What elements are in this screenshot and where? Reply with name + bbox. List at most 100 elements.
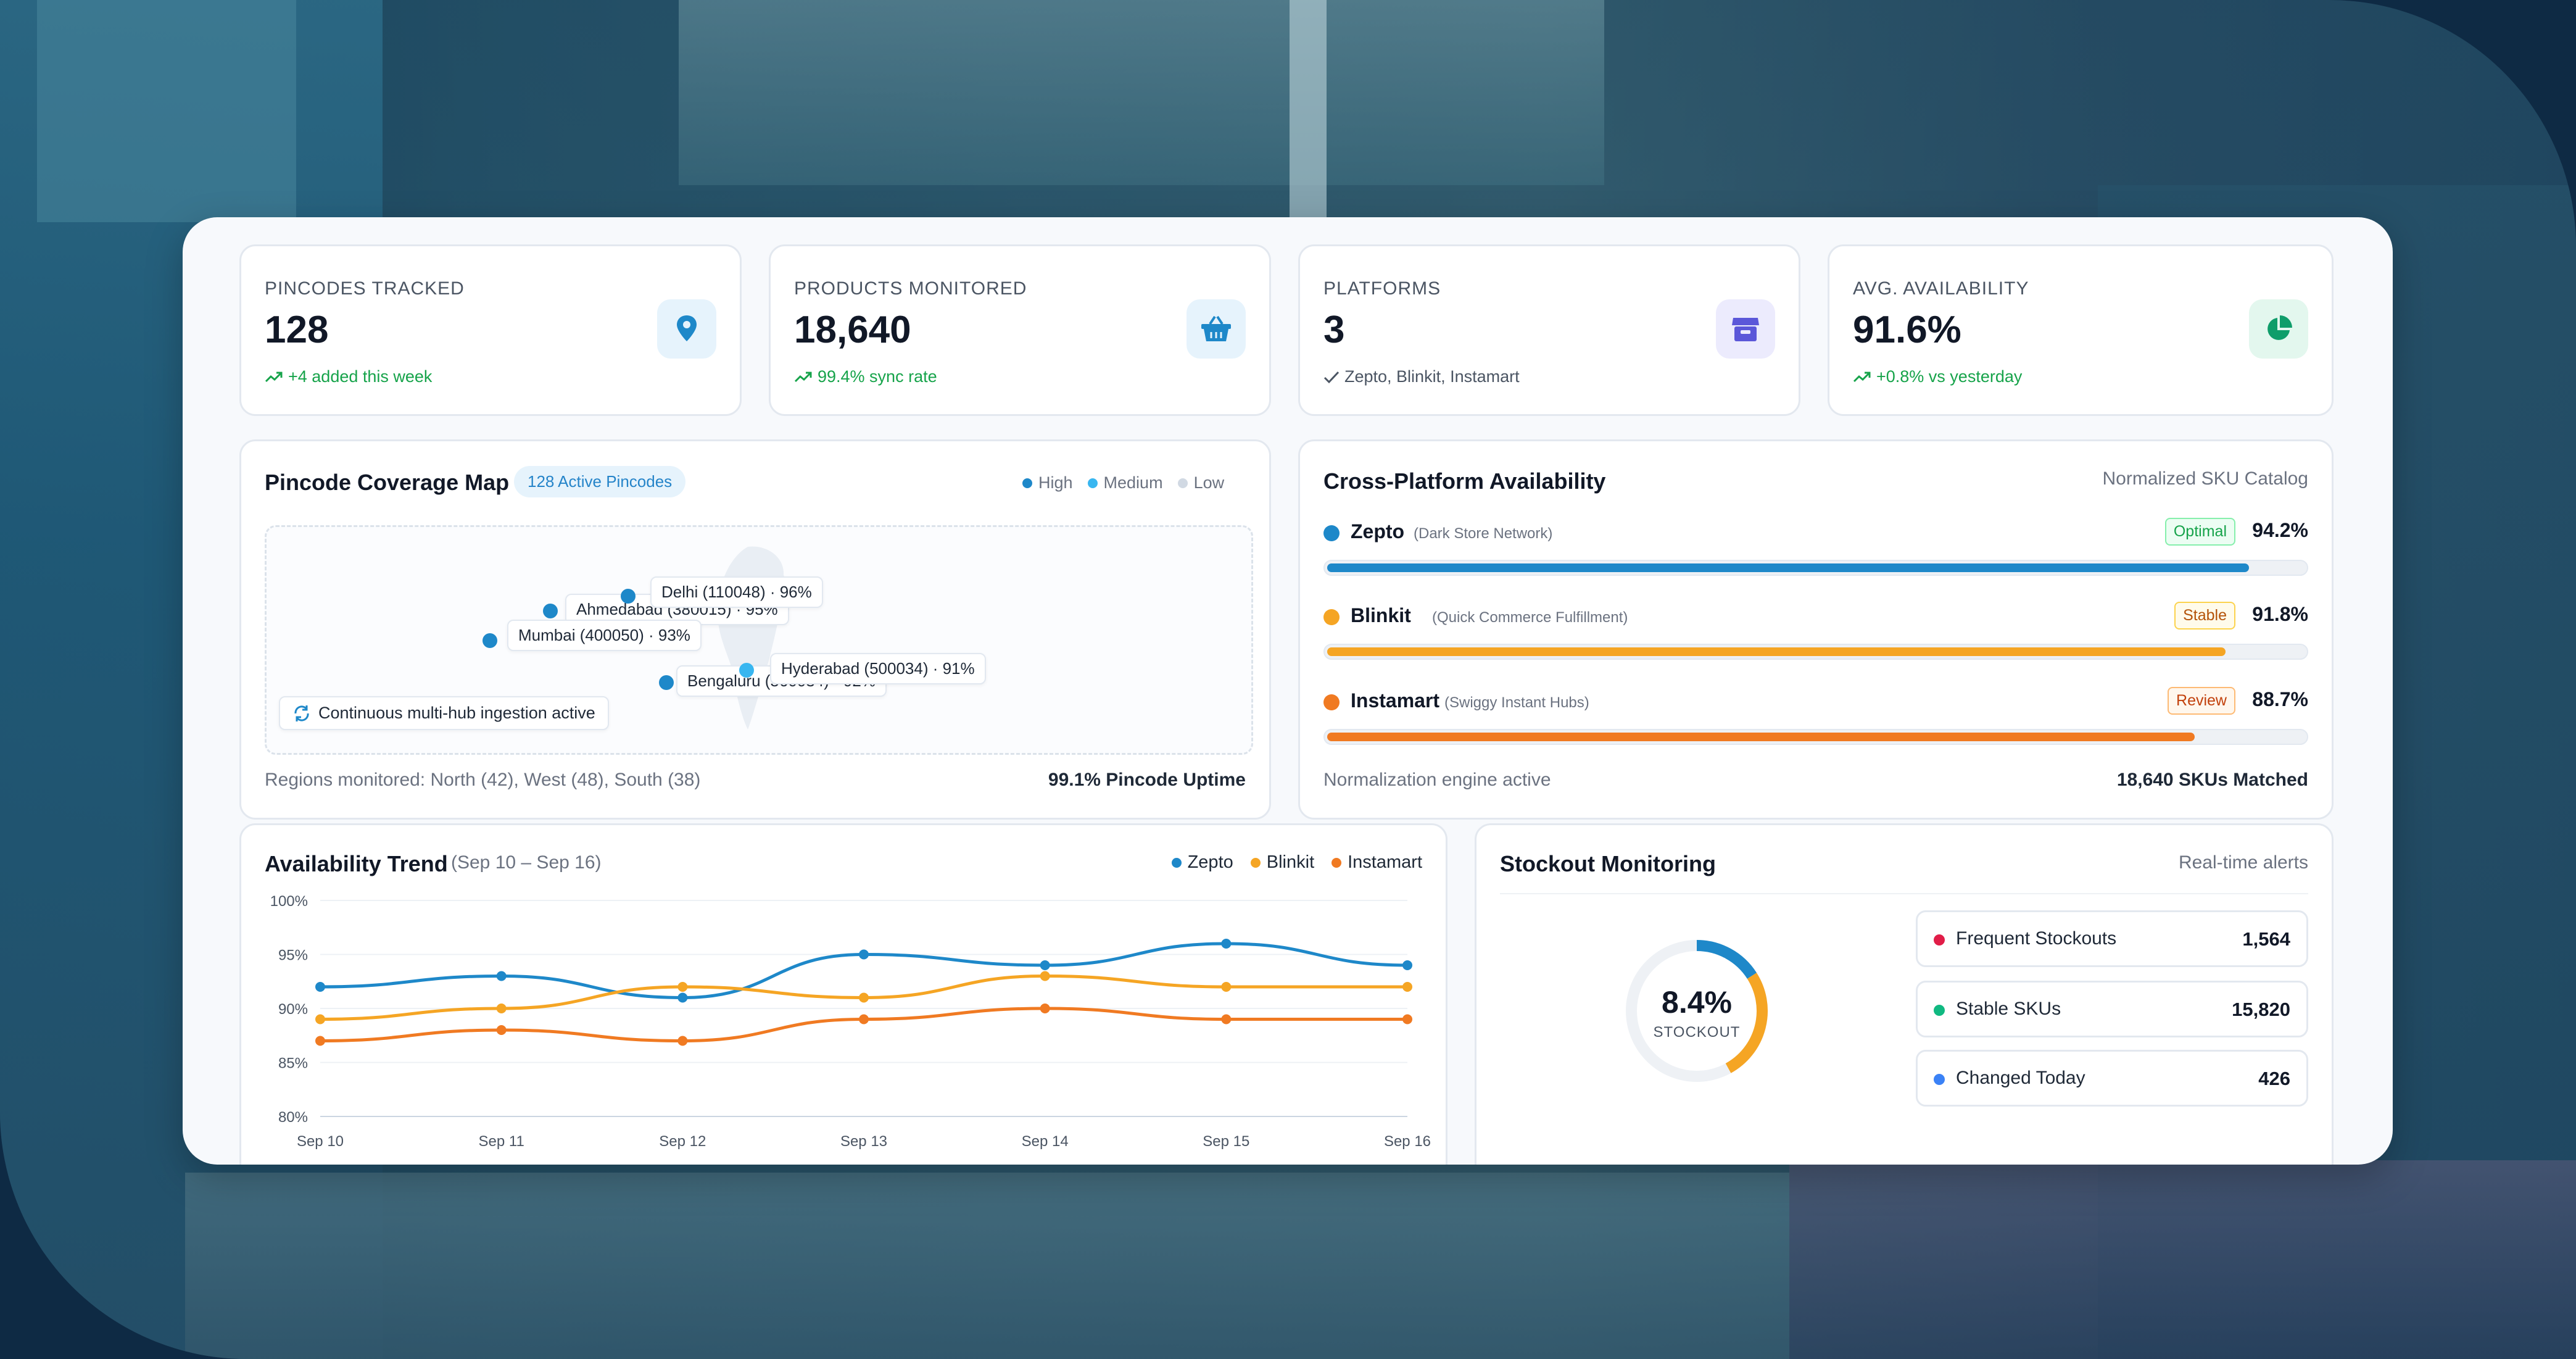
stat-subtext: +0.8% vs yesterday — [1853, 367, 2022, 386]
stat-subtext: 99.4% sync rate — [794, 367, 937, 386]
stat-label: PRODUCTS MONITORED — [794, 278, 1027, 299]
skus-matched: 18,640 SKUs Matched — [2116, 770, 2308, 790]
gauge-arc-accent — [1696, 940, 1757, 979]
series-line-instamart — [320, 1007, 1407, 1043]
basket-icon — [1187, 299, 1246, 359]
map-pin-mumbai[interactable] — [482, 633, 497, 648]
data-point-instamart — [859, 1014, 869, 1024]
gauge-value: 8.4% — [1662, 985, 1732, 1020]
platform-desc: (Dark Store Network) — [1414, 525, 1553, 542]
trend-up-icon — [794, 372, 812, 382]
metric-label: Stable SKUs — [1956, 999, 2061, 1019]
stat-card-availability: AVG. AVAILABILITY 91.6% +0.8% vs yesterd… — [1828, 244, 2334, 416]
india-map-shape — [718, 546, 789, 729]
status-badge: Optimal — [2164, 518, 2235, 546]
data-point-blinkit — [1402, 982, 1412, 992]
data-point-instamart — [1040, 1004, 1050, 1013]
legend-dot-zepto — [1171, 857, 1182, 868]
data-point-instamart — [1402, 1014, 1412, 1024]
map-pin-delhi[interactable] — [621, 589, 636, 604]
data-point-zepto — [1402, 960, 1412, 970]
legend-high: High — [1038, 473, 1073, 492]
legend-instamart: Instamart — [1348, 852, 1422, 872]
map-pin-bengaluru[interactable] — [659, 675, 674, 690]
progress-fill — [1327, 733, 2195, 741]
x-tick-label: Sep 11 — [479, 1133, 524, 1150]
platform-name: Blinkit — [1351, 604, 1411, 626]
platform-name: Zepto — [1351, 520, 1405, 542]
metric-dot — [1934, 1074, 1945, 1085]
metric-value: 1,564 — [2242, 928, 2290, 950]
map-pin-ahmedabad[interactable] — [543, 604, 558, 618]
data-point-instamart — [677, 1036, 688, 1046]
pin-label-mumbai: Mumbai (400050) · 93% — [507, 620, 702, 651]
stat-subtext-label: Zepto, Blinkit, Instamart — [1344, 367, 1520, 386]
legend-dot-instamart — [1331, 857, 1342, 868]
metric-changed-today[interactable]: Changed Today 426 — [1916, 1050, 2308, 1107]
stat-subtext: Zepto, Blinkit, Instamart — [1323, 367, 1520, 386]
data-point-blinkit — [496, 1004, 507, 1013]
stockout-gauge — [1626, 940, 1768, 1082]
stat-subtext-label: +0.8% vs yesterday — [1876, 367, 2023, 386]
data-point-zepto — [315, 982, 325, 992]
legend-medium: Medium — [1103, 473, 1163, 492]
stat-value: 91.6% — [1853, 309, 1961, 351]
metric-value: 15,820 — [2232, 999, 2290, 1020]
stat-label: AVG. AVAILABILITY — [1853, 278, 2029, 299]
gauge-label: STOCKOUT — [1653, 1024, 1741, 1041]
metric-label: Changed Today — [1956, 1068, 2085, 1088]
platform-dot — [1323, 609, 1340, 625]
legend-dot-medium — [1087, 478, 1098, 488]
platform-percent: 91.8% — [2252, 603, 2308, 625]
panel-subtitle: Real-time alerts — [2178, 852, 2308, 873]
legend-dot-blinkit — [1250, 857, 1261, 868]
check-icon — [1323, 371, 1340, 383]
ingestion-status-label: Continuous multi-hub ingestion active — [318, 704, 595, 722]
x-tick-label: Sep 15 — [1203, 1133, 1249, 1150]
stat-subtext: +4 added this week — [265, 367, 432, 386]
trend-date-range: (Sep 10 – Sep 16) — [451, 852, 602, 873]
legend-zepto: Zepto — [1187, 852, 1233, 872]
progress-fill — [1327, 563, 2249, 572]
progress-track — [1323, 644, 2308, 660]
x-tick-label: Sep 12 — [659, 1133, 706, 1150]
data-point-blinkit — [315, 1014, 325, 1024]
y-tick-label: 85% — [278, 1055, 308, 1072]
gauge-arc — [1725, 973, 1768, 1073]
trend-up-icon — [1853, 372, 1871, 382]
y-tick-label: 100% — [270, 893, 308, 910]
data-point-instamart — [496, 1025, 507, 1035]
panel-title: Stockout Monitoring — [1500, 851, 1716, 876]
metric-frequent-stockouts[interactable]: Frequent Stockouts 1,564 — [1916, 910, 2308, 967]
metric-label: Frequent Stockouts — [1956, 928, 2117, 949]
data-point-instamart — [1221, 1014, 1232, 1024]
stockout-panel: Stockout Monitoring Real-time alerts 8.4… — [1475, 823, 2334, 1165]
metric-dot — [1934, 1005, 1945, 1016]
progress-track — [1323, 560, 2308, 576]
data-point-blinkit — [1221, 982, 1232, 992]
y-tick-label: 95% — [278, 947, 308, 964]
platform-percent: 94.2% — [2252, 519, 2308, 541]
sync-icon — [294, 705, 309, 721]
data-point-zepto — [859, 949, 869, 960]
platform-desc: (Quick Commerce Fulfillment) — [1432, 609, 1628, 626]
stat-subtext-label: +4 added this week — [288, 367, 433, 386]
panel-title: Cross-Platform Availability — [1323, 468, 1606, 494]
stat-value: 18,640 — [794, 309, 911, 351]
data-point-blinkit — [859, 992, 869, 1003]
legend-dot-high — [1022, 478, 1032, 488]
data-point-instamart — [315, 1036, 325, 1046]
divider — [1500, 893, 2308, 894]
map-canvas[interactable]: Ahmedabad (380015) · 95% Delhi (110048) … — [265, 525, 1253, 755]
cross-platform-panel: Cross-Platform Availability Normalized S… — [1298, 439, 2334, 820]
platform-desc: (Swiggy Instant Hubs) — [1444, 694, 1589, 711]
stat-card-pincodes: PINCODES TRACKED 128 +4 added this week — [239, 244, 742, 416]
map-pin-hyderabad[interactable] — [739, 663, 754, 678]
metric-stable-skus[interactable]: Stable SKUs 15,820 — [1916, 981, 2308, 1037]
legend-dot-low — [1177, 478, 1188, 488]
platform-row-zepto: Zepto (Dark Store Network) Optimal 94.2% — [1323, 518, 2308, 587]
metric-value: 426 — [2258, 1068, 2290, 1089]
pie-chart-icon — [2249, 299, 2308, 359]
data-point-zepto — [496, 971, 507, 981]
stat-value: 3 — [1323, 309, 1345, 351]
